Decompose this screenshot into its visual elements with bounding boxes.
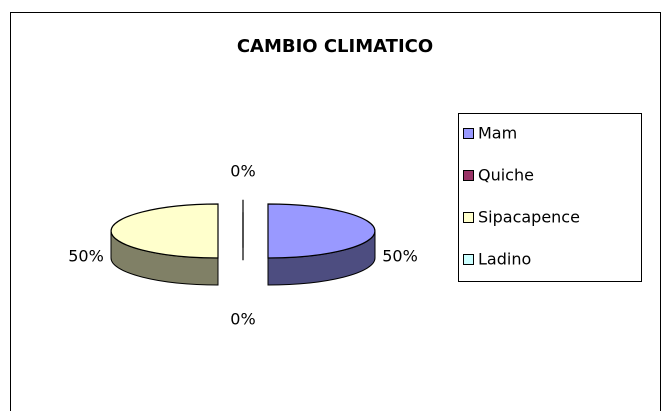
legend-box (458, 113, 642, 282)
legend-label: Mam (478, 124, 517, 143)
legend-swatch (463, 254, 474, 265)
pie-slice (110, 203, 219, 259)
legend-swatch (463, 170, 474, 181)
legend-swatch (463, 212, 474, 223)
data-label: 50% (382, 247, 418, 266)
legend-swatch (463, 128, 474, 139)
pie-slice (267, 203, 376, 259)
data-label: 0% (230, 162, 255, 181)
data-label: 0% (230, 310, 255, 329)
legend-label: Ladino (478, 250, 531, 269)
chart-title: CAMBIO CLIMATICO (237, 36, 433, 57)
data-label: 50% (68, 247, 104, 266)
legend-label: Quiche (478, 166, 534, 185)
legend-label: Sipacapence (478, 208, 580, 227)
